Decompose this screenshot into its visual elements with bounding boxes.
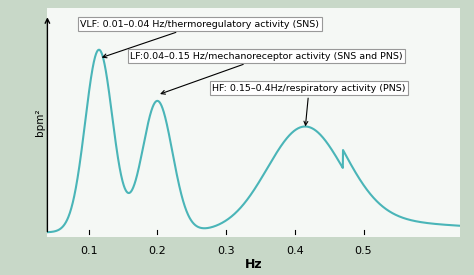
Text: LF:0.04–0.15 Hz/mechanoreceptor activity (SNS and PNS): LF:0.04–0.15 Hz/mechanoreceptor activity… bbox=[130, 52, 402, 94]
Text: VLF: 0.01–0.04 Hz/thermoregulatory activity (SNS): VLF: 0.01–0.04 Hz/thermoregulatory activ… bbox=[81, 20, 319, 58]
Text: HF: 0.15–0.4Hz/respiratory activity (PNS): HF: 0.15–0.4Hz/respiratory activity (PNS… bbox=[212, 84, 406, 125]
X-axis label: Hz: Hz bbox=[245, 258, 263, 271]
Y-axis label: bpm²: bpm² bbox=[35, 109, 45, 136]
